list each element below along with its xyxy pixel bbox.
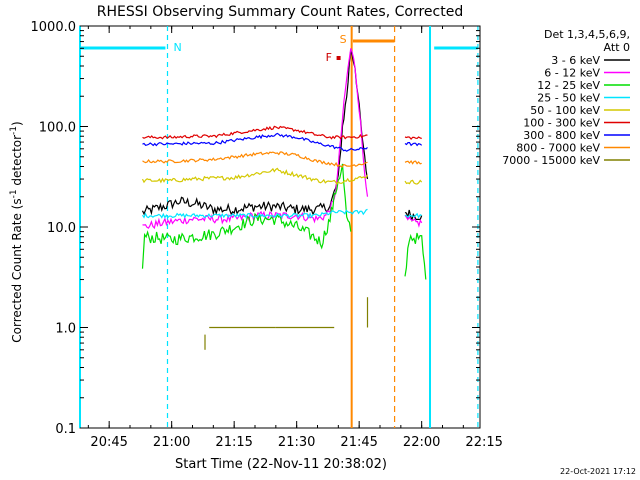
plot-frame: [79, 25, 481, 429]
y-axis-label: Corrected Count Rate (s-1 detector-1): [9, 121, 24, 342]
y-axis-label-sup2: -1: [9, 126, 19, 135]
series-3-6keV-segment-0: [141, 49, 369, 216]
legend-label-0: 3 - 6 keV: [551, 54, 600, 67]
x-tick-label-5: 22:00: [403, 435, 440, 450]
series-lines: [141, 48, 427, 350]
y-tick-label-1: 1.0: [55, 322, 76, 337]
x-tick-label-2: 21:15: [215, 435, 252, 450]
y-axis-label-main: Corrected Count Rate (s: [10, 198, 24, 342]
x-tick-label-3: 21:30: [278, 435, 315, 450]
legend-label-4: 50 - 100 keV: [530, 104, 600, 117]
axes: 20:45 21:00 21:15 21:30 21:45 22:00 22:15 0.1 1.…: [31, 20, 503, 450]
x-tick-label-4: 21:45: [340, 435, 377, 450]
series-800-7000keV-segment-0: [142, 151, 368, 168]
period-markers: N SF: [79, 26, 479, 428]
x-tick-label-1: 21:00: [153, 435, 190, 450]
night-label: N: [174, 41, 182, 54]
y-tick-label-0: 0.1: [55, 422, 76, 437]
footer-date: 22-Oct-2021 17:12: [560, 467, 636, 476]
flare-marker: [336, 56, 341, 60]
legend-label-5: 100 - 300 keV: [523, 117, 600, 130]
series-12-25keV-segment-1: [404, 232, 427, 280]
y-tick-label-3: 100.0: [39, 121, 76, 136]
plot-border: [79, 25, 481, 429]
chart-title: RHESSI Observing Summary Count Rates, Co…: [97, 4, 463, 20]
y-axis-label-end: ): [10, 121, 24, 126]
x-tick-label-0: 20:45: [90, 435, 127, 450]
legend-label-1: 6 - 12 keV: [544, 67, 600, 80]
flare-label: F: [326, 51, 332, 64]
legend-label-3: 25 - 50 keV: [537, 92, 600, 105]
legend-label-8: 7000 - 15000 keV: [502, 154, 600, 167]
series-100-300keV-segment-0: [142, 125, 368, 140]
x-axis-label: Start Time (22-Nov-11 20:38:02): [175, 457, 387, 472]
y-tick-label-2: 10.0: [47, 221, 76, 236]
series-6-12keV-segment-1: [404, 214, 423, 228]
series-300-800keV-segment-0: [142, 132, 368, 152]
y-tick-label-4: 1000.0: [31, 20, 77, 35]
y-axis-label-sup1: -1: [9, 189, 19, 198]
series-25-50keV-segment-1: [404, 212, 422, 219]
series-800-7000keV-segment-1: [404, 159, 422, 165]
x-tick-label-6: 22:15: [465, 435, 502, 450]
saa-label: S: [340, 33, 347, 46]
legend-header-detectors: Det 1,3,4,5,6,9,: [544, 28, 630, 41]
series-6-12keV-segment-0: [142, 48, 369, 230]
series-50-100keV-segment-1: [404, 179, 423, 185]
series-100-300keV-segment-1: [404, 136, 422, 141]
series-50-100keV-segment-0: [141, 167, 369, 185]
legend-label-7: 800 - 7000 keV: [516, 142, 600, 155]
y-axis-label-mid: detector: [10, 135, 24, 190]
series-25-50keV-segment-0: [142, 208, 368, 220]
series-12-25keV-segment-0: [141, 163, 352, 269]
legend-label-2: 12 - 25 keV: [537, 79, 600, 92]
series-300-800keV-segment-1: [404, 142, 423, 147]
legend-header-attenuator: Att 0: [604, 41, 630, 54]
legend-label-6: 300 - 800 keV: [523, 129, 600, 142]
